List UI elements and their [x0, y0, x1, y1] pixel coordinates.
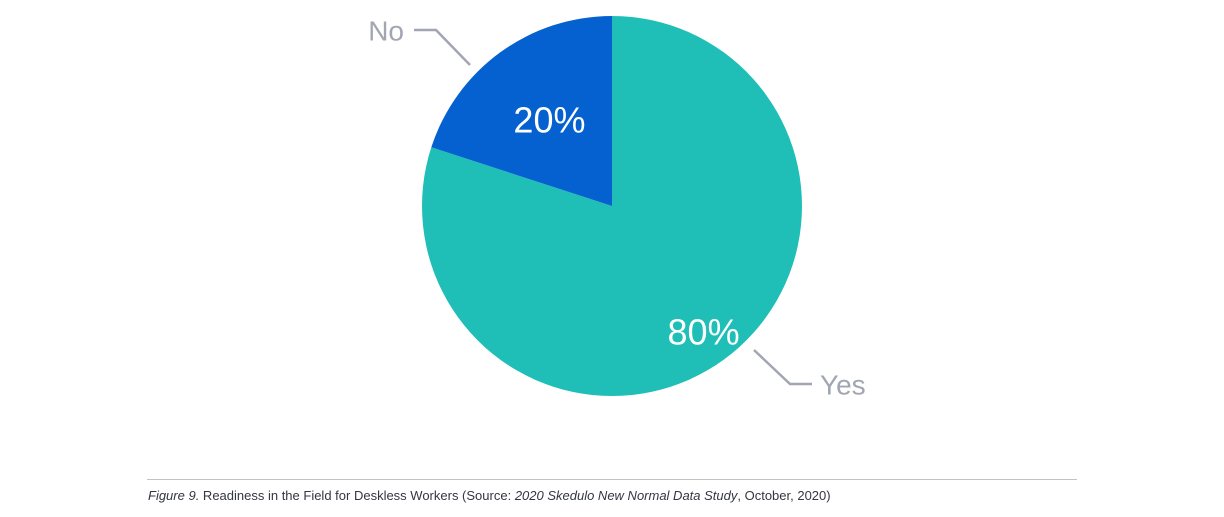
caption-text-end: , October, 2020) [737, 488, 831, 503]
value-label-no: 20% [513, 99, 585, 140]
caption-divider [147, 479, 1077, 480]
category-label-yes: Yes [820, 370, 866, 401]
figure-label: Figure 9. [148, 488, 200, 503]
leader-line-yes [753, 349, 812, 386]
figure-caption: Figure 9. Readiness in the Field for Des… [148, 488, 831, 503]
caption-source-title: 2020 Skedulo New Normal Data Study [514, 488, 738, 503]
pie-slice-yes [421, 16, 802, 397]
value-label-yes: 80% [668, 312, 740, 353]
pie-slice-no [431, 16, 612, 206]
caption-text: Readiness in the Field for Deskless Work… [199, 488, 515, 503]
category-label-no: No [368, 16, 404, 47]
pie-chart: 80% 20% Yes No [368, 16, 866, 401]
leader-line-no [414, 28, 471, 66]
